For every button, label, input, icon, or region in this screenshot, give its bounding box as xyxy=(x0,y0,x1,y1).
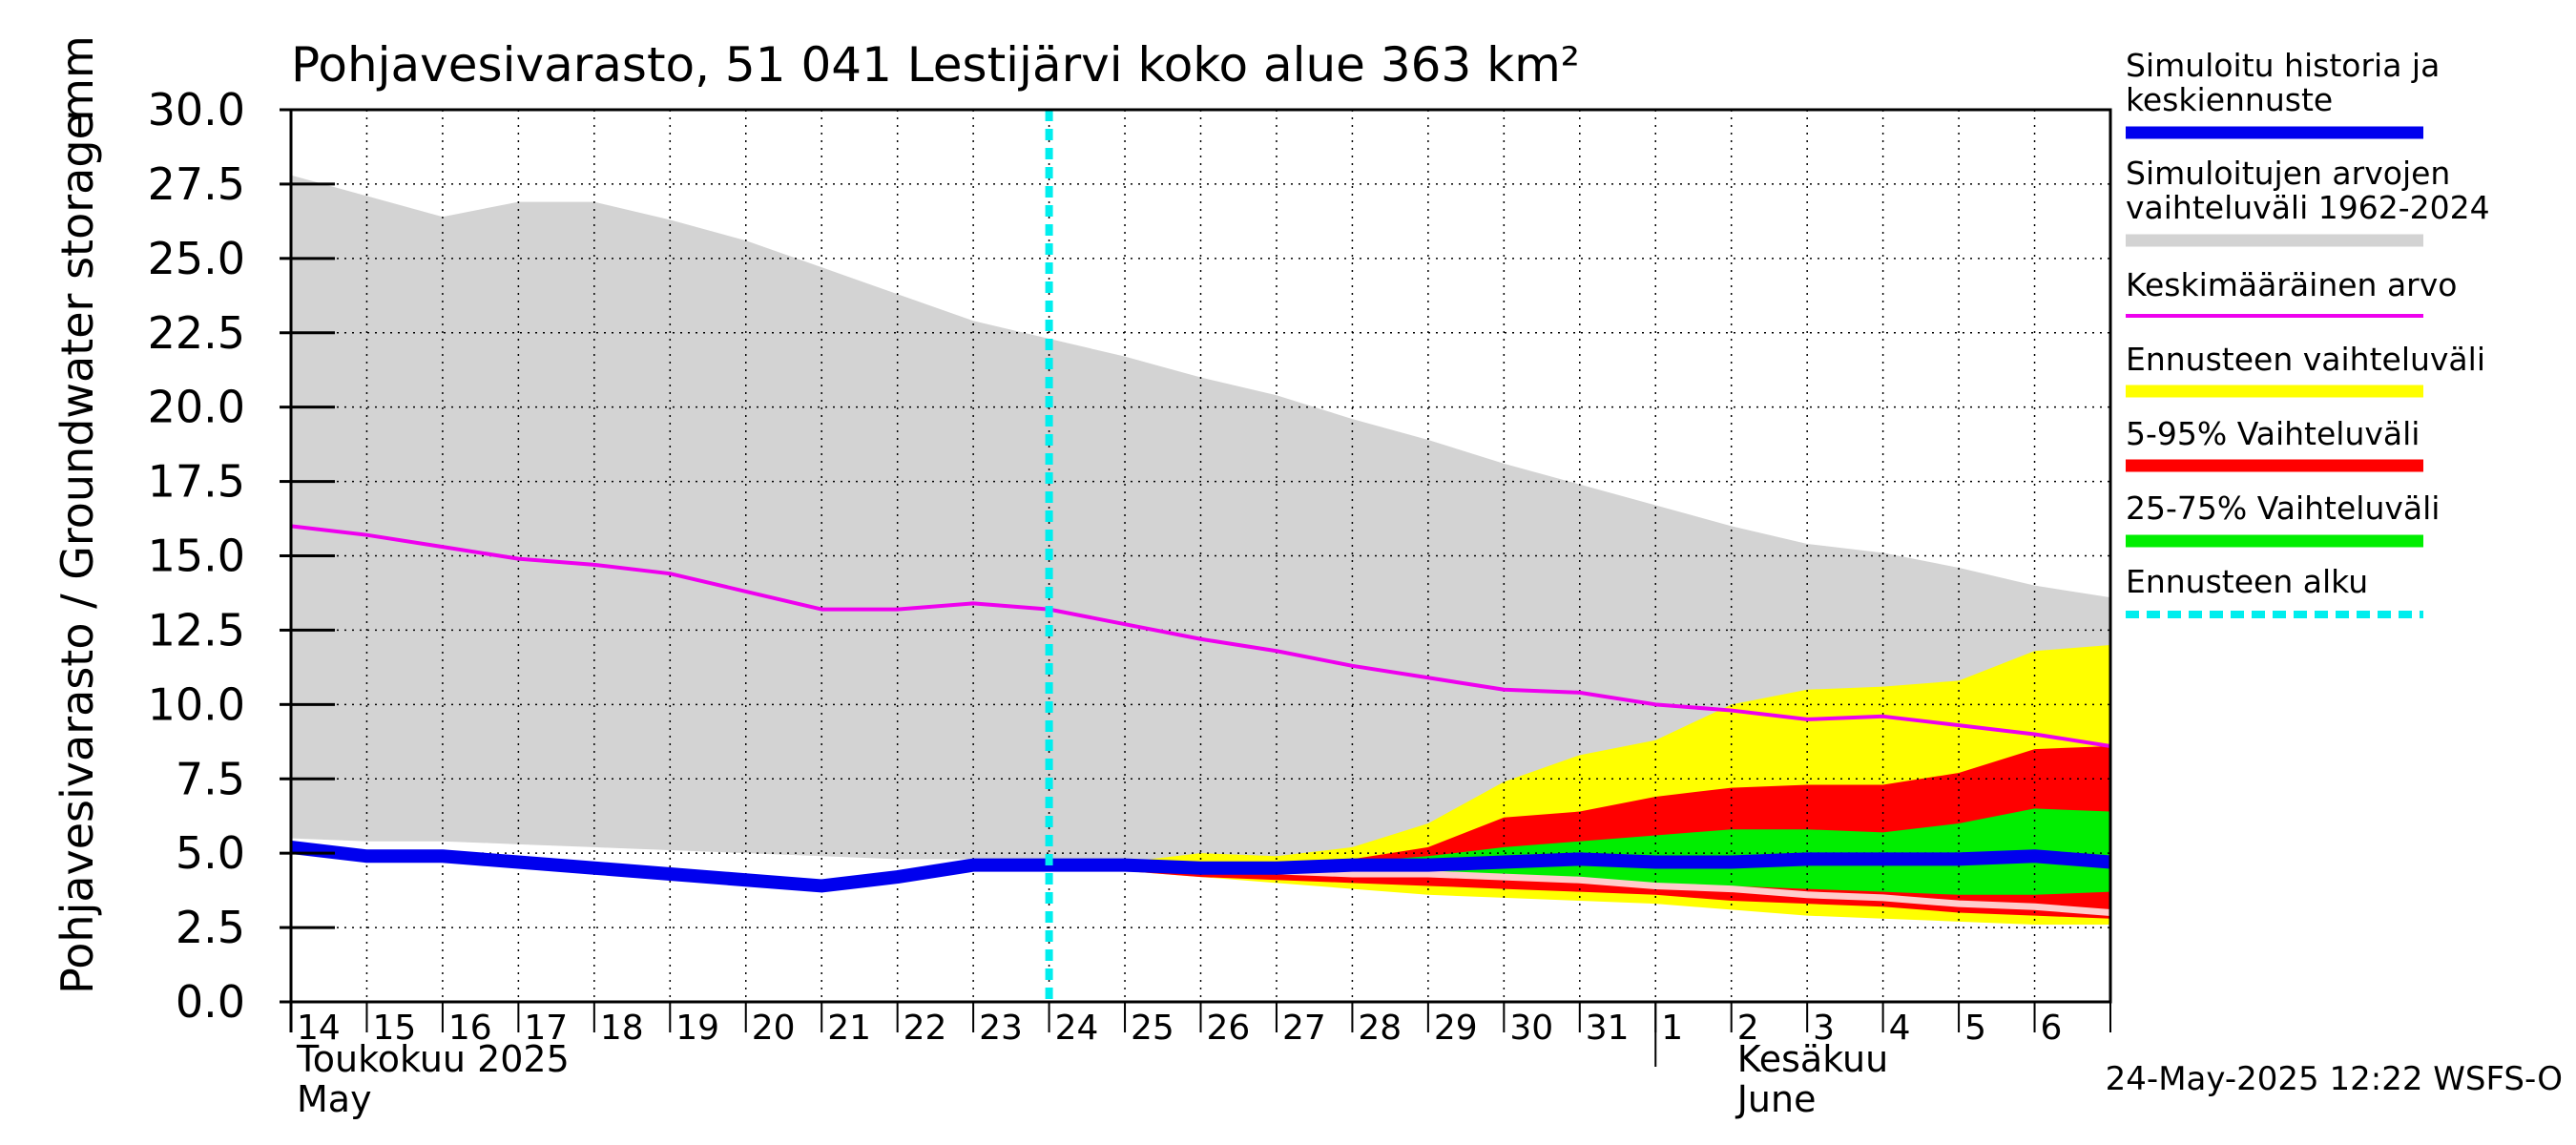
y-tick-label: 15.0 xyxy=(148,531,245,582)
legend-item: Ennusteen vaihteluväli xyxy=(2126,341,2485,398)
simulated-history-line xyxy=(290,840,2111,893)
x-tick-label: 25 xyxy=(1131,1009,1174,1048)
x-tick-label: 16 xyxy=(448,1009,492,1048)
x-tick-label: 17 xyxy=(524,1009,568,1048)
month-label-fi: Kesäkuu xyxy=(1737,1038,1889,1080)
y-tick-label: 20.0 xyxy=(148,382,245,433)
legend-label: 25-75% Vaihteluväli xyxy=(2126,489,2440,527)
x-tick-label: 27 xyxy=(1282,1009,1326,1048)
legend-item: Ennusteen alku xyxy=(2126,563,2423,618)
legend-label: Keskimääräinen arvo xyxy=(2126,266,2457,303)
plot-area xyxy=(289,108,2112,1004)
y-tick-label: 17.5 xyxy=(148,456,245,508)
x-tick-label: 19 xyxy=(675,1009,719,1048)
x-tick-label: 29 xyxy=(1434,1009,1478,1048)
legend-label: Ennusteen alku xyxy=(2126,563,2368,600)
chart-title: Pohjavesivarasto, 51 041 Lestijärvi koko… xyxy=(291,37,1580,93)
x-tick-label: 31 xyxy=(1586,1009,1630,1048)
y-tick-label: 25.0 xyxy=(148,233,245,284)
x-tick-label: 4 xyxy=(1889,1009,1911,1048)
legend-label: Ennusteen vaihteluväli xyxy=(2126,341,2485,378)
y-tick-label: 7.5 xyxy=(176,753,245,804)
x-tick-label: 22 xyxy=(904,1009,947,1048)
x-tick-label: 28 xyxy=(1358,1009,1402,1048)
y-tick-label: 12.5 xyxy=(148,604,245,656)
x-tick-label: 15 xyxy=(372,1009,416,1048)
month-label-en: May xyxy=(297,1078,372,1120)
y-tick-label: 30.0 xyxy=(148,84,245,135)
y-tick-label: 22.5 xyxy=(148,307,245,359)
legend-item: 5-95% Vaihteluväli xyxy=(2126,415,2423,472)
y-tick-label: 5.0 xyxy=(176,827,245,879)
legend-item: 25-75% Vaihteluväli xyxy=(2126,489,2440,548)
y-tick-label: 10.0 xyxy=(148,678,245,730)
x-tick-label: 20 xyxy=(752,1009,796,1048)
mean-value-line xyxy=(290,524,2111,748)
y-axis-ticks: 30.0 27.5 25.0 22.5 20.0 17.5 15.0 12.5 10.0 7.5 5… xyxy=(148,84,335,1028)
x-tick-label: 23 xyxy=(979,1009,1023,1048)
x-tick-label: 1 xyxy=(1661,1009,1683,1048)
x-tick-label: 21 xyxy=(827,1009,871,1048)
x-tick-label: 2 xyxy=(1737,1009,1759,1048)
legend-item: Keskimääräinen arvo xyxy=(2126,266,2457,318)
x-tick-label: 24 xyxy=(1055,1009,1099,1048)
x-tick-label: 18 xyxy=(600,1009,644,1048)
y-axis-unit: mm xyxy=(52,35,103,121)
x-tick-label: 26 xyxy=(1207,1009,1251,1048)
x-axis-ticks: 14 15 16 17 18 19 20 21 22 23 24 25 26 27 28 29 30 31 1 2 3 4… xyxy=(289,1002,2111,1120)
legend: Simuloitu historia jakeskiennusteSimuloi… xyxy=(2126,47,2490,618)
legend-label: Simuloitu historia ja xyxy=(2126,47,2440,84)
footer-timestamp: 24-May-2025 12:22 WSFS-O xyxy=(2106,1060,2563,1098)
legend-label: Simuloitujen arvojen xyxy=(2126,155,2450,192)
y-tick-label: 27.5 xyxy=(148,158,245,210)
legend-label: vaihteluväli 1962-2024 xyxy=(2126,189,2490,226)
y-tick-label: 0.0 xyxy=(176,976,245,1028)
x-tick-label: 6 xyxy=(2041,1009,2063,1048)
x-tick-label: 3 xyxy=(1813,1009,1835,1048)
legend-label: 5-95% Vaihteluväli xyxy=(2126,415,2420,452)
month-label-en: June xyxy=(1735,1078,1817,1120)
x-tick-label: 5 xyxy=(1964,1009,1986,1048)
legend-label: keskiennuste xyxy=(2126,81,2333,118)
y-tick-label: 2.5 xyxy=(176,902,245,953)
month-label-fi: Toukokuu 2025 xyxy=(296,1038,570,1080)
x-tick-label: 14 xyxy=(297,1009,341,1048)
x-tick-label: 30 xyxy=(1509,1009,1553,1048)
y-axis-label: Pohjavesivarasto / Groundwater storage xyxy=(52,113,103,994)
